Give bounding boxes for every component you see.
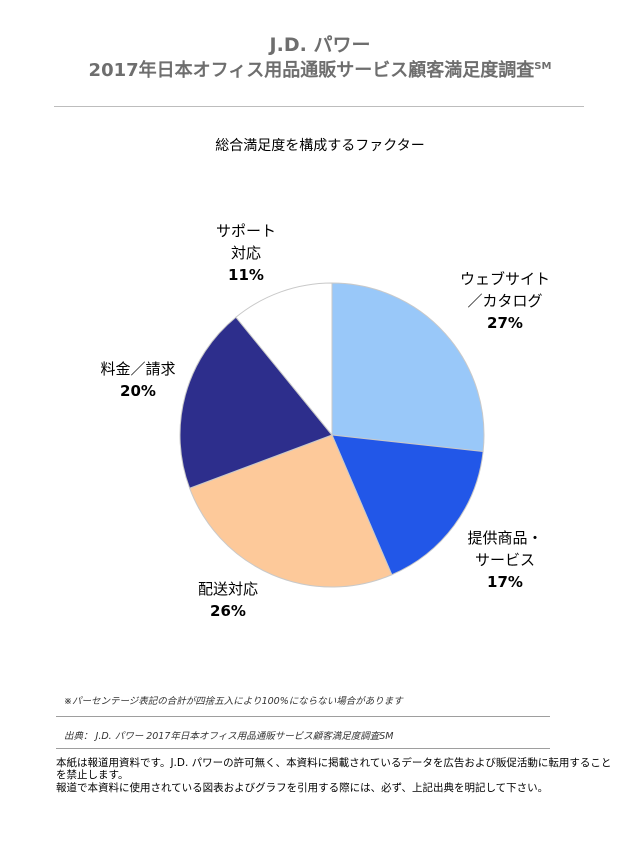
pie-slice-products-services xyxy=(331,434,484,576)
slice-label-price-billing: 料金／請求 20% xyxy=(78,358,198,402)
label-line: ウェブサイト xyxy=(459,270,550,288)
chart-title: 総合満足度を構成するファクター xyxy=(215,138,425,154)
note-divider xyxy=(56,716,550,717)
pie-slice-price-billing xyxy=(179,316,333,489)
label-line: 料金／請求 xyxy=(100,360,176,378)
percent-note: ※パーセンテージ表記の合計が四捨五入により100%にならない場合があります xyxy=(64,696,403,707)
pie-slice-delivery xyxy=(188,434,393,588)
report-title: 2017年日本オフィス用品通販サービス顧客満足度調査SM xyxy=(0,56,640,82)
label-line: 配送対応 xyxy=(197,580,258,598)
source-note: 出典： J.D. パワー 2017年日本オフィス用品通販サービス顧客満足度調査S… xyxy=(64,731,394,742)
source-divider xyxy=(56,748,550,749)
brand-title: J.D. パワー xyxy=(269,34,371,56)
service-mark: SM xyxy=(534,61,552,72)
slice-percent: 26% xyxy=(210,602,246,620)
slice-percent: 27% xyxy=(487,314,523,332)
pie-slice-website-catalog xyxy=(331,282,485,453)
slice-label-products-services: 提供商品・ サービス 17% xyxy=(430,527,580,593)
label-line: サポート xyxy=(215,222,276,240)
label-line: 対応 xyxy=(230,244,261,262)
label-line: 提供商品・ xyxy=(467,529,543,547)
label-line: ／カタログ xyxy=(467,292,543,310)
label-line: サービス xyxy=(474,551,535,569)
slice-label-delivery: 配送対応 26% xyxy=(168,578,288,622)
slice-percent: 17% xyxy=(487,573,523,591)
footer-line-3: 報道で本資料に使用されている図表およびグラフを引用する際には、必ず、上記出典を明… xyxy=(56,782,549,794)
pie-slice-support xyxy=(235,282,333,437)
slice-label-website-catalog: ウェブサイト ／カタログ 27% xyxy=(425,268,585,334)
slice-percent: 11% xyxy=(228,266,264,284)
header-divider xyxy=(54,106,584,107)
slice-percent: 20% xyxy=(120,382,156,400)
pie-slices xyxy=(179,282,485,588)
footer-line-1: 本紙は報道用資料です。J.D. パワーの許可無く、本資料に掲載されているデータを… xyxy=(56,757,612,769)
footer-line-2: を禁止します。 xyxy=(56,769,129,781)
slice-label-support: サポート 対応 11% xyxy=(186,220,306,286)
report-title-text: 2017年日本オフィス用品通販サービス顧客満足度調査 xyxy=(88,60,535,81)
